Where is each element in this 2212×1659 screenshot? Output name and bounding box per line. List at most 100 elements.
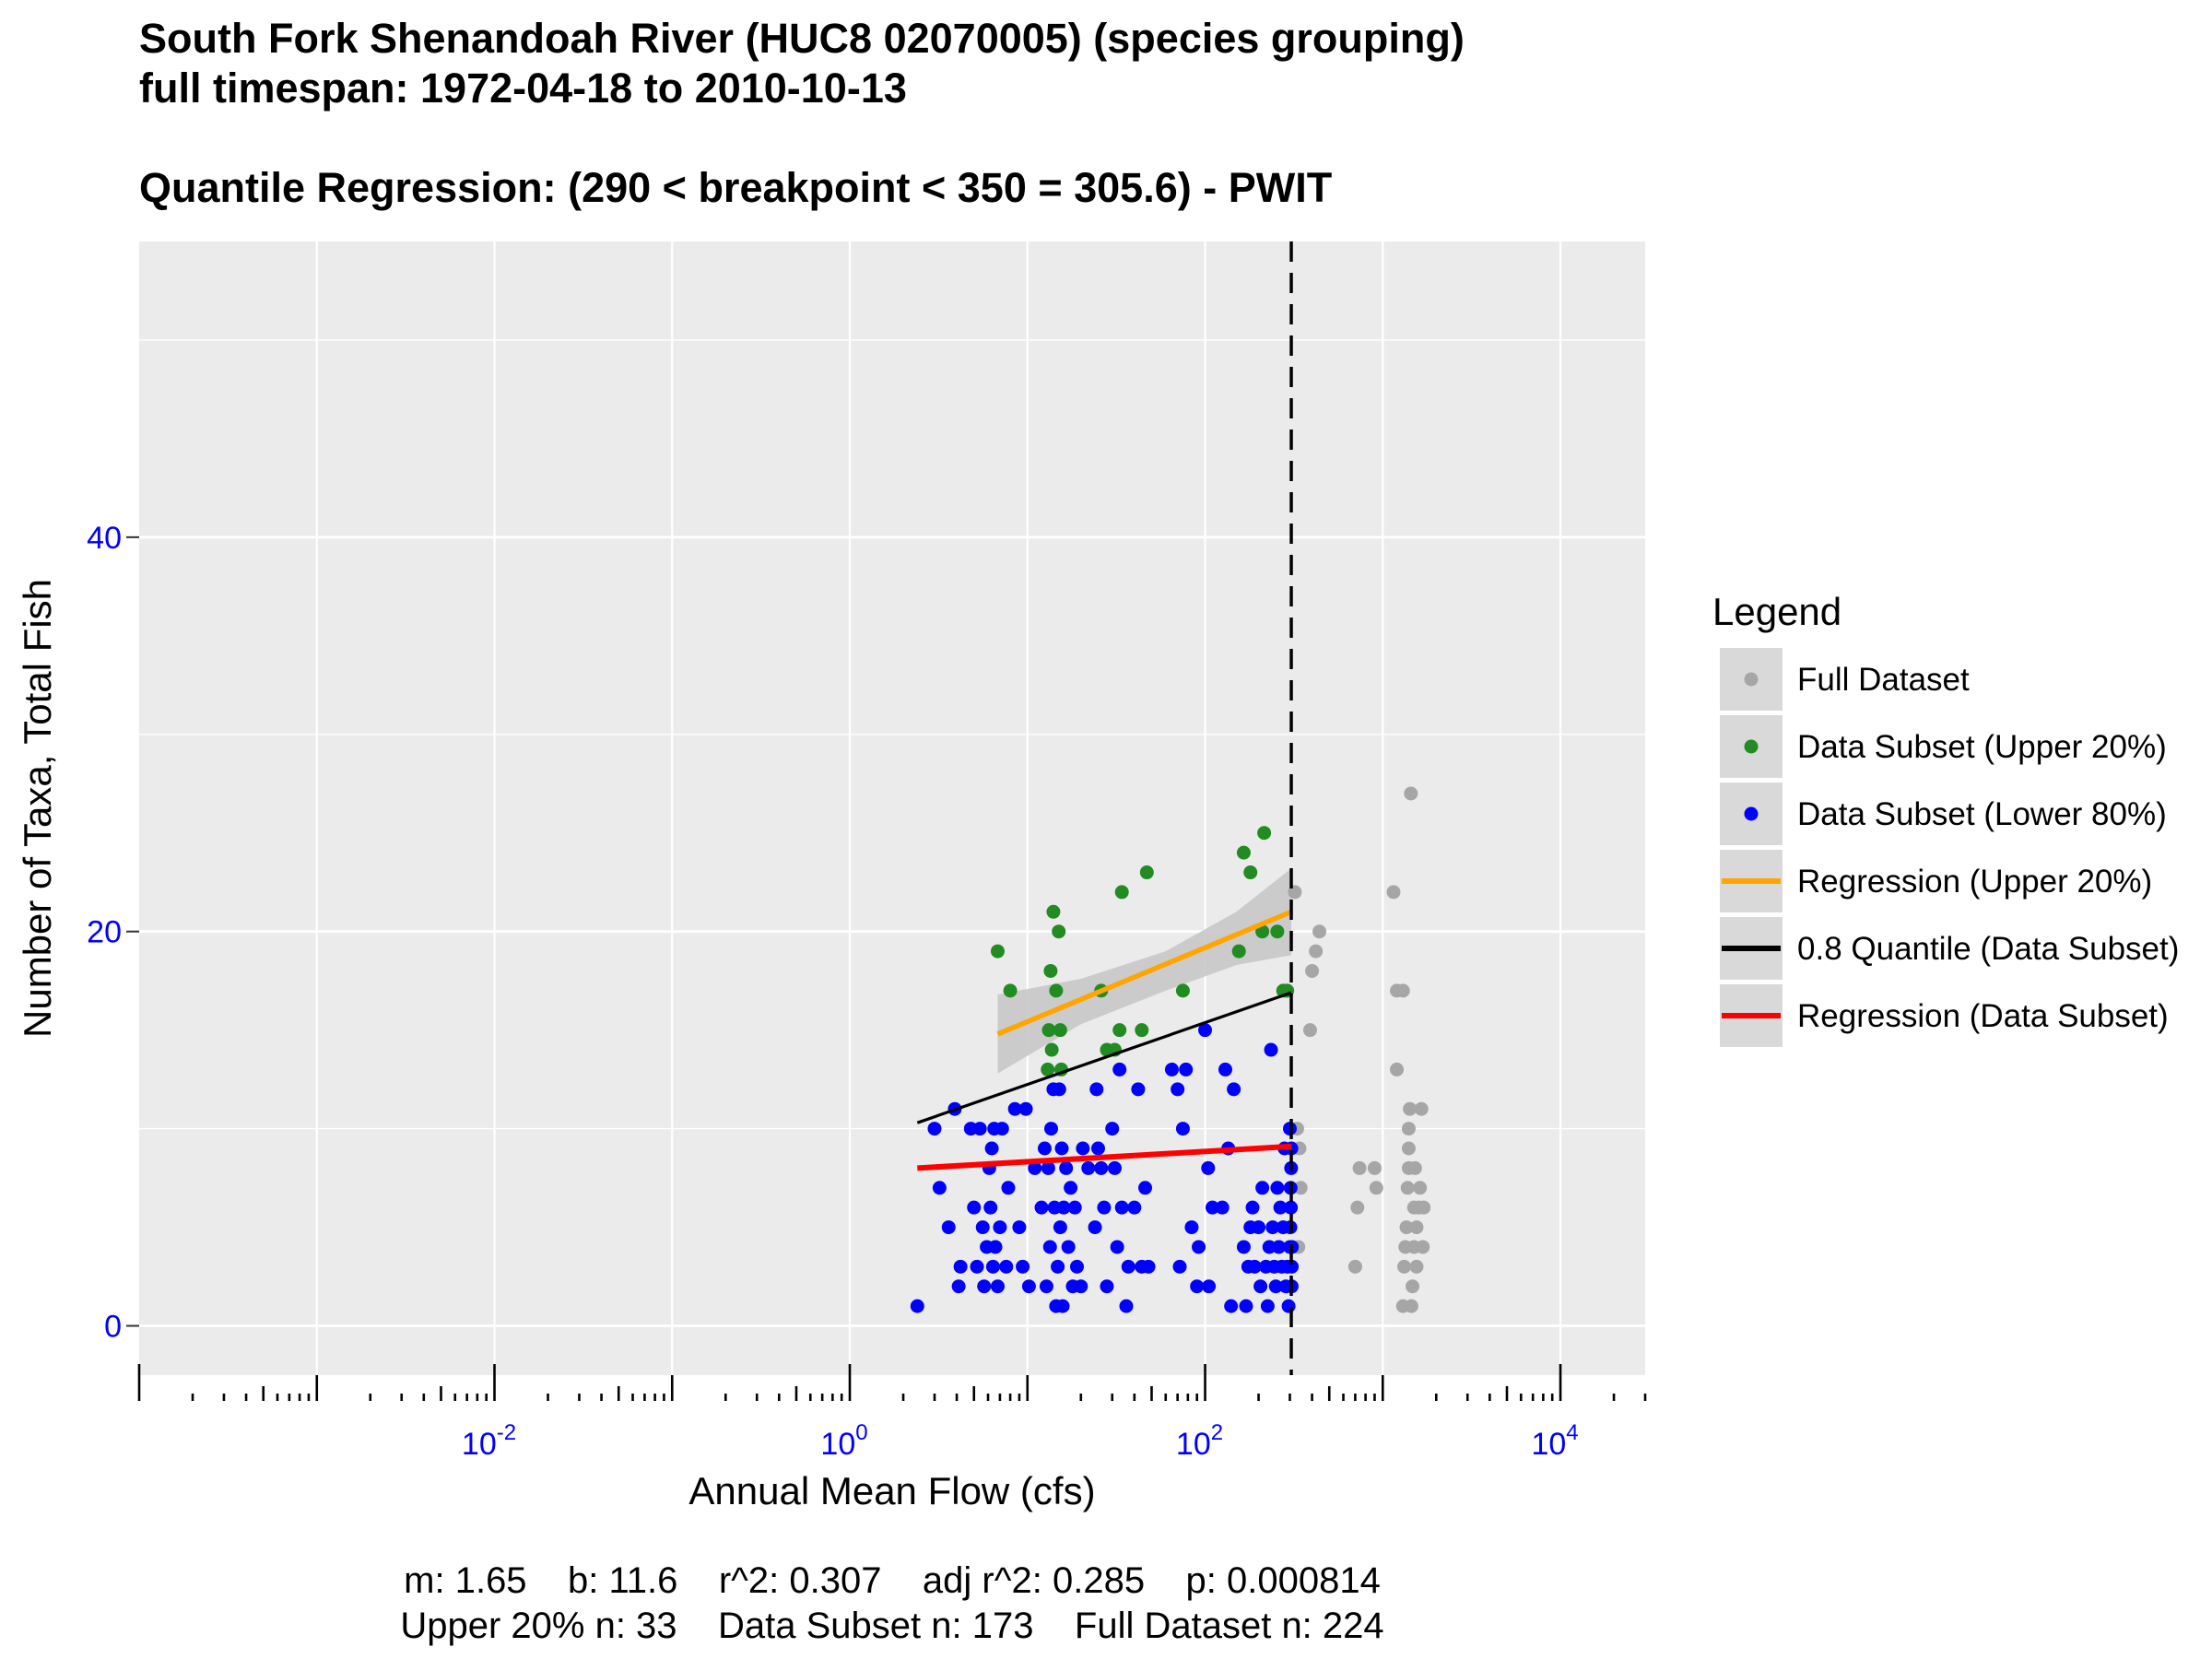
y-tick-label: 40 (87, 521, 122, 556)
x-axis-log-ticks (137, 1364, 1647, 1401)
point-lower-80 (983, 1200, 998, 1215)
point-lower-80 (1041, 1160, 1055, 1175)
point-lower-80 (1272, 1240, 1287, 1254)
point-lower-80 (1227, 1082, 1241, 1097)
y-axis-tick-labels: 0 20 40 (87, 521, 139, 1345)
point-lower-80 (953, 1259, 968, 1274)
grid-lines (139, 241, 1645, 1375)
point-upper-20 (990, 944, 1005, 959)
point-full-dataset (1347, 1259, 1362, 1274)
point-full-dataset (1352, 1160, 1367, 1175)
point-lower-80 (1224, 1299, 1239, 1313)
point-lower-80 (1262, 1240, 1277, 1254)
line-regression-subset (917, 1143, 1292, 1171)
point-upper-20 (1243, 865, 1258, 880)
point-lower-80 (1245, 1200, 1260, 1215)
line-regression-upper-20 (996, 909, 1293, 1037)
point-lower-80 (1052, 1082, 1066, 1097)
point-full-dataset (1413, 1181, 1428, 1195)
point-lower-80 (1270, 1181, 1285, 1195)
point-full-dataset (1390, 1062, 1405, 1077)
point-lower-80 (1273, 1200, 1288, 1215)
point-lower-80 (1012, 1220, 1027, 1235)
point-lower-80 (1172, 1259, 1187, 1274)
point-lower-80 (941, 1220, 956, 1235)
point-lower-80 (1114, 1200, 1129, 1215)
point-lower-80 (1097, 1200, 1112, 1215)
chart-title-line-3: Quantile Regression: (290 < breakpoint <… (139, 164, 1332, 211)
point-lower-80 (1141, 1259, 1156, 1274)
point-lower-80 (1037, 1141, 1052, 1156)
point-upper-20 (1041, 1023, 1056, 1038)
y-tick-label: 0 (104, 1310, 122, 1345)
point-lower-80 (984, 1141, 999, 1156)
point-lower-80 (1110, 1240, 1124, 1254)
point-upper-20 (1270, 924, 1285, 939)
point-lower-80 (951, 1279, 966, 1294)
point-lower-80 (1215, 1200, 1230, 1215)
y-axis-title: Number of Taxa, Total Fish (16, 579, 59, 1038)
line-quantile-0-8 (916, 991, 1292, 1124)
point-full-dataset (1404, 1299, 1418, 1313)
point-upper-20 (1255, 924, 1270, 939)
point-lower-80 (1236, 1240, 1251, 1254)
legend-label: 0.8 Quantile (Data Subset) (1797, 931, 2179, 967)
x-axis-tick-labels: 10-2 100 102 104 (462, 1420, 1579, 1462)
point-full-dataset (1288, 885, 1302, 900)
point-lower-80 (1164, 1062, 1179, 1077)
point-lower-80 (1094, 1160, 1109, 1175)
point-full-dataset (1409, 1220, 1424, 1235)
point-lower-80 (1105, 1122, 1120, 1136)
point-full-dataset (1409, 1259, 1424, 1274)
point-lower-80 (1264, 1042, 1278, 1057)
point-full-dataset (1309, 944, 1324, 959)
point-lower-80 (1056, 1200, 1071, 1215)
point-lower-80 (910, 1299, 924, 1313)
point-lower-80 (1074, 1279, 1088, 1294)
point-full-dataset (1417, 1200, 1431, 1215)
x-tick-label: 10-2 (462, 1420, 516, 1462)
point-full-dataset (1312, 924, 1327, 939)
point-lower-80 (1061, 1240, 1076, 1254)
point-lower-80 (1107, 1160, 1122, 1175)
point-lower-80 (988, 1240, 1003, 1254)
point-upper-20 (1175, 983, 1190, 998)
point-lower-80 (990, 1279, 1005, 1294)
point-lower-80 (927, 1122, 942, 1136)
x-axis-title: Annual Mean Flow (cfs) (688, 1469, 1095, 1512)
point-lower-80 (1088, 1220, 1102, 1235)
point-lower-80 (985, 1259, 1000, 1274)
stats-line-2: Upper 20% n: 33 Data Subset n: 173 Full … (400, 1606, 1383, 1646)
legend-label: Full Dataset (1797, 662, 1970, 698)
point-full-dataset (1350, 1200, 1365, 1215)
point-full-dataset (1302, 1023, 1317, 1038)
point-upper-20 (1135, 1023, 1149, 1038)
legend-title: Legend (1712, 590, 1841, 633)
point-lower-80 (1206, 1200, 1220, 1215)
point-lower-80 (932, 1181, 947, 1195)
point-lower-80 (1018, 1101, 1033, 1116)
point-lower-80 (1253, 1279, 1268, 1294)
point-lower-80 (1053, 1220, 1067, 1235)
point-lower-80 (1121, 1259, 1135, 1274)
point-upper-20 (1044, 1042, 1059, 1057)
point-lower-80 (1171, 1082, 1185, 1097)
point-lower-80 (993, 1220, 1007, 1235)
point-lower-80 (1089, 1082, 1104, 1097)
point-lower-80 (1059, 1160, 1074, 1175)
legend-label: Regression (Data Subset) (1797, 998, 2169, 1034)
point-lower-80 (1201, 1160, 1216, 1175)
point-lower-80 (1064, 1181, 1078, 1195)
point-full-dataset (1293, 1181, 1308, 1195)
legend-label: Data Subset (Upper 20%) (1797, 729, 2167, 765)
point-full-dataset (1399, 1220, 1414, 1235)
plot-panel (139, 241, 1645, 1375)
point-lower-80 (1239, 1299, 1253, 1313)
point-upper-20 (1231, 944, 1246, 959)
point-lower-80 (999, 1259, 1014, 1274)
point-full-dataset (1406, 1279, 1420, 1294)
point-lower-80 (970, 1259, 984, 1274)
point-full-dataset (1403, 1101, 1418, 1116)
point-upper-20 (1257, 826, 1272, 841)
